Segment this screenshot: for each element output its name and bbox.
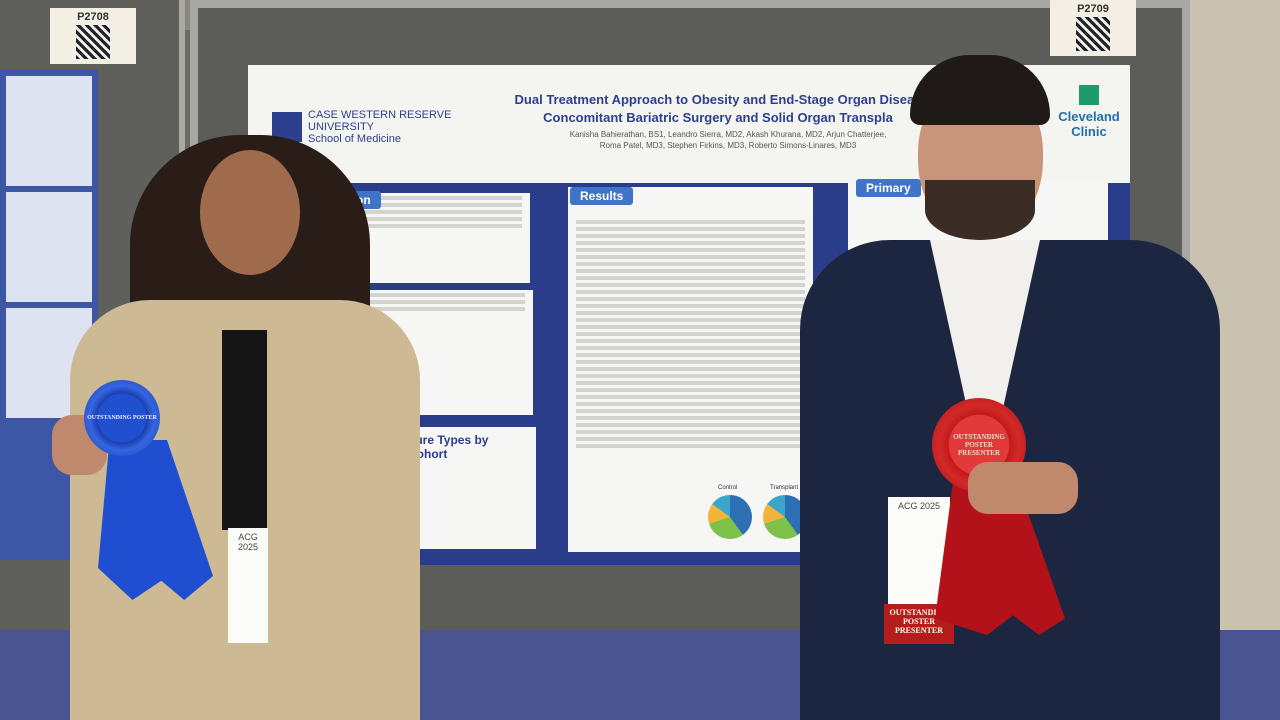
poster-panel	[6, 76, 92, 186]
authors-line: Kanisha Bahierathan, BS1, Leandro Sierra…	[569, 130, 887, 139]
man-hand	[968, 462, 1078, 514]
results-panel	[568, 187, 813, 552]
blue-ribbon-rosette: OUTSTANDING POSTER	[84, 380, 160, 456]
title-line: Concomitant Bariatric Surgery and Solid …	[543, 110, 893, 125]
man-beard	[925, 180, 1035, 240]
poster-authors: Kanisha Bahierathan, BS1, Leandro Sierra…	[498, 129, 958, 151]
institution-line: School of Medicine	[308, 133, 401, 145]
ribbon-text: OUTSTANDING POSTER PRESENTER	[889, 608, 949, 635]
primary-heading: Primary	[856, 179, 921, 197]
badge-event: ACG 2025	[237, 532, 259, 552]
ribbon-text: OUTSTANDING POSTER PRESENTER	[953, 433, 1005, 457]
woman-face	[200, 150, 300, 275]
qr-code-icon	[76, 25, 110, 59]
authors-line: Roma Patel, MD3, Stephen Firkins, MD3, R…	[599, 141, 857, 150]
partner-name: Cleveland Clinic	[1058, 109, 1120, 139]
ribbon-text: OUTSTANDING POSTER	[87, 415, 157, 421]
intro-panel	[308, 193, 530, 283]
woman-name-badge: ACG 2025	[228, 528, 268, 643]
pie-label: Transplant	[770, 485, 799, 491]
transplant-pie-chart	[763, 495, 807, 539]
control-pie-chart	[708, 495, 752, 539]
cleveland-clinic-logo: Cleveland Clinic	[1048, 85, 1130, 139]
pie-label: Control	[718, 485, 738, 491]
poster-title: Dual Treatment Approach to Obesity and E…	[458, 91, 978, 127]
woman-black-top	[222, 330, 267, 530]
booth-number: P2709	[1077, 3, 1109, 15]
badge-event: ACG 2025	[897, 501, 941, 511]
booth-tag-left: P2708	[50, 8, 136, 64]
poster-panel	[6, 192, 92, 302]
qr-code-icon	[1076, 17, 1110, 51]
man-hair	[910, 55, 1050, 125]
results-heading: Results	[570, 187, 634, 205]
title-line: Dual Treatment Approach to Obesity and E…	[514, 92, 922, 107]
clinic-cross-icon	[1079, 85, 1099, 105]
booth-number: P2708	[77, 11, 109, 23]
booth-tag-right: P2709	[1050, 0, 1136, 56]
institution-line: CASE WESTERN RESERVE	[308, 109, 452, 121]
institution-line: UNIVERSITY	[308, 121, 375, 133]
cwru-logo: CASE WESTERN RESERVE UNIVERSITY School of …	[272, 109, 451, 145]
